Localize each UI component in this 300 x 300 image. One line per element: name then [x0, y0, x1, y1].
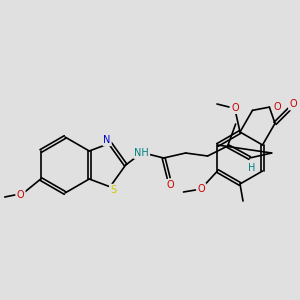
Text: NH: NH — [134, 148, 149, 158]
Text: O: O — [17, 190, 25, 200]
Text: O: O — [274, 102, 281, 112]
Text: N: N — [103, 135, 111, 145]
Text: S: S — [110, 185, 116, 195]
Text: H: H — [248, 163, 255, 173]
Text: O: O — [167, 180, 175, 190]
Text: O: O — [289, 99, 297, 109]
Text: O: O — [198, 184, 205, 194]
Text: O: O — [231, 103, 239, 113]
